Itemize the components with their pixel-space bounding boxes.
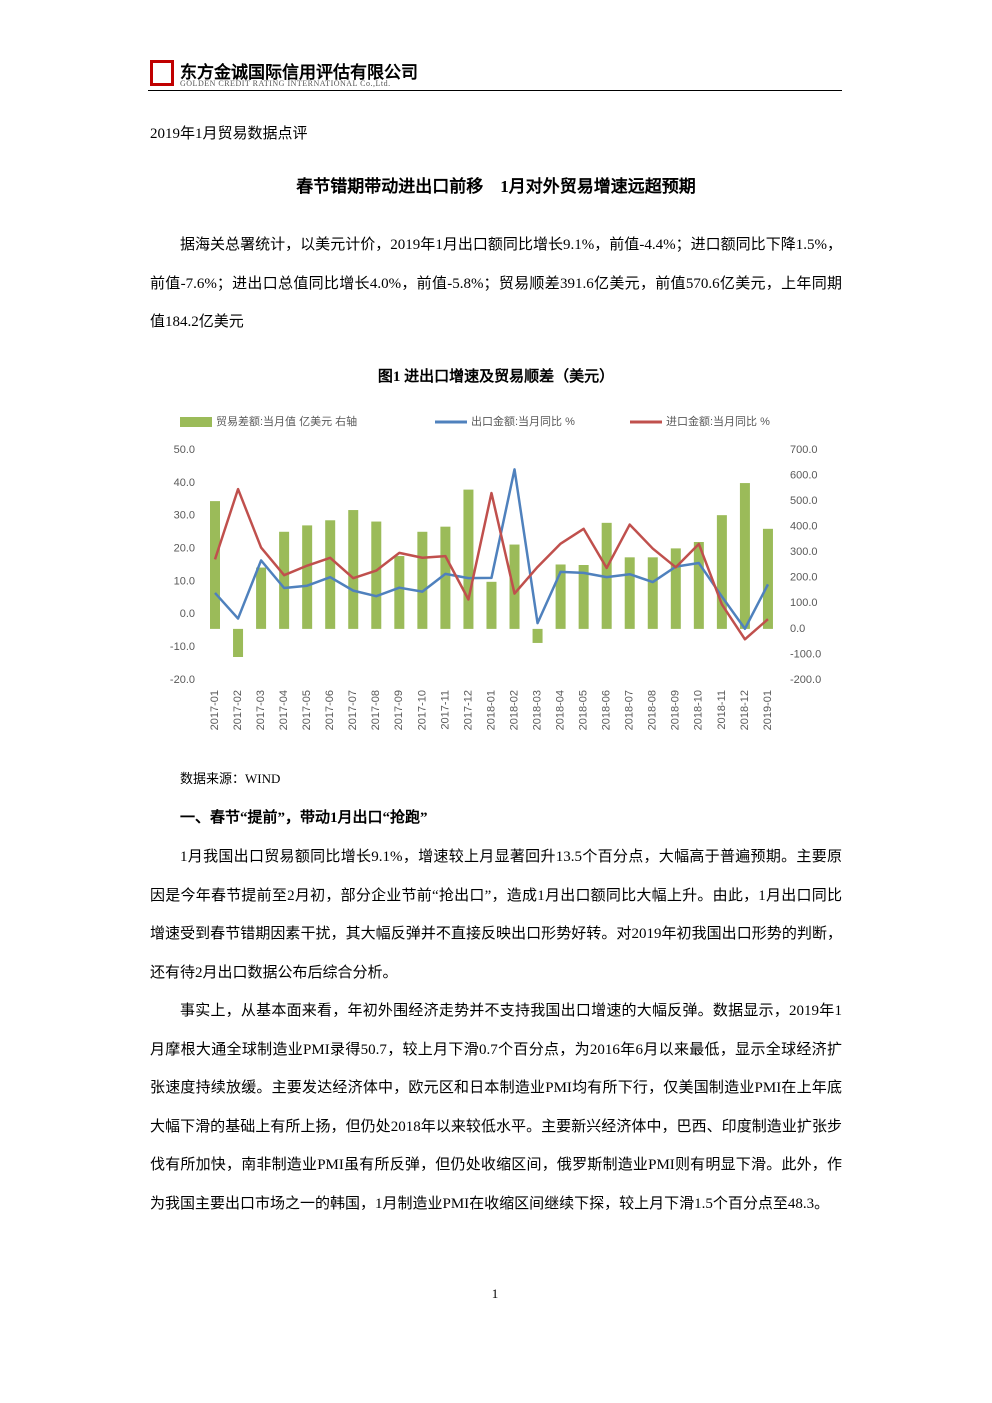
- x-tick-label: 2018-08: [647, 690, 659, 730]
- x-tick-label: 2017-09: [393, 690, 405, 730]
- y2-tick-label: -200.0: [790, 674, 821, 686]
- paragraph: 事实上，从基本面来看，年初外围经济走势并不支持我国出口增速的大幅反弹。数据显示，…: [150, 1003, 842, 1212]
- bar: [555, 564, 566, 629]
- x-tick-label: 2018-02: [508, 690, 520, 730]
- bar: [463, 489, 474, 629]
- y2-tick-label: -100.0: [790, 648, 821, 660]
- x-tick-label: 2019-01: [762, 690, 774, 730]
- x-tick-label: 2018-11: [716, 690, 728, 730]
- doc-title: 春节错期带动进出口前移 1月对外贸易增速远超预期: [296, 177, 696, 196]
- x-tick-label: 2017-11: [439, 690, 451, 730]
- bar: [647, 557, 658, 629]
- bar: [233, 628, 244, 657]
- x-tick-label: 2018-09: [670, 690, 682, 730]
- bar: [601, 522, 612, 629]
- bar: [486, 581, 497, 629]
- y-tick-label: 50.0: [174, 444, 195, 456]
- bar: [417, 531, 428, 629]
- source: 数据来源：WIND: [180, 771, 281, 786]
- bar: [739, 483, 750, 629]
- bar: [716, 515, 727, 629]
- legend-label: 贸易差额:当月值 亿美元 右轴: [216, 414, 357, 428]
- company-name: 东方金诚国际信用评估有限公司: [180, 63, 418, 82]
- legend-label: 进口金额:当月同比 %: [666, 414, 770, 428]
- legend-label: 出口金额:当月同比 %: [471, 414, 575, 428]
- y2-tick-label: 600.0: [790, 469, 818, 481]
- bar: [210, 501, 220, 629]
- x-tick-label: 2018-06: [601, 690, 613, 730]
- y2-tick-label: 500.0: [790, 495, 818, 507]
- company-name-en: GOLDEN CREDIT RATING INTERNATIONAL Co.,L…: [180, 79, 391, 88]
- x-tick-label: 2017-07: [347, 690, 359, 730]
- bar: [394, 556, 405, 629]
- bar: [371, 521, 382, 629]
- y-tick-label: 30.0: [174, 510, 195, 522]
- x-tick-label: 2017-03: [255, 690, 267, 730]
- y-tick-label: 40.0: [174, 477, 195, 489]
- bar: [624, 557, 635, 629]
- intro: 据海关总署统计，以美元计价，2019年1月出口额同比增长9.1%，前值-4.4%…: [150, 237, 842, 330]
- bar: [532, 628, 543, 643]
- figure-title: 图1 进出口增速及贸易顺差（美元）: [377, 369, 615, 385]
- paragraph: 1月我国出口贸易额同比增长9.1%，增速较上月显著回升13.5个百分点，大幅高于…: [150, 849, 842, 981]
- bar: [302, 525, 313, 629]
- y2-tick-label: 0.0: [790, 623, 805, 635]
- section-heading: 一、春节“提前”，带动1月出口“抢跑”: [180, 810, 428, 826]
- bar: [279, 531, 290, 629]
- y2-tick-label: 200.0: [790, 572, 818, 584]
- chart: -20.0 -10.0 0.0 10.0 20.0 30.0 40.0 50.0 -200.0 -…: [170, 414, 821, 730]
- x-tick-label: 2017-02: [232, 690, 244, 730]
- page-number: 1: [491, 1286, 499, 1301]
- y-tick-label: -10.0: [170, 641, 195, 653]
- x-tick-label: 2017-12: [462, 690, 474, 730]
- bar: [440, 526, 451, 629]
- doc-label: 2019年1月贸易数据点评: [150, 126, 308, 142]
- bar: [693, 542, 704, 629]
- x-tick-label: 2017-10: [416, 690, 428, 730]
- y2-tick-label: 400.0: [790, 521, 818, 533]
- x-tick-label: 2018-05: [578, 690, 590, 730]
- y2-tick-label: 100.0: [790, 597, 818, 609]
- x-tick-label: 2017-05: [301, 690, 313, 730]
- x-tick-label: 2018-03: [531, 690, 543, 730]
- x-tick-label: 2018-10: [693, 690, 705, 730]
- y-tick-label: 10.0: [174, 575, 195, 587]
- y-tick-label: -20.0: [170, 674, 195, 686]
- bar: [348, 510, 359, 629]
- x-tick-label: 2018-04: [555, 690, 567, 730]
- x-tick-label: 2018-01: [485, 690, 497, 730]
- bar: [256, 567, 267, 629]
- bar: [578, 565, 589, 629]
- bar: [509, 544, 520, 629]
- logo: [150, 60, 174, 86]
- y2-tick-label: 300.0: [790, 546, 818, 558]
- bar: [670, 548, 681, 629]
- y-tick-label: 20.0: [174, 542, 195, 554]
- x-tick-label: 2017-08: [370, 690, 382, 730]
- line: [213, 487, 769, 641]
- x-tick-label: 2017-04: [278, 690, 290, 730]
- x-tick-label: 2017-01: [209, 690, 221, 730]
- legend-swatch: [180, 417, 212, 427]
- x-tick-label: 2017-06: [324, 690, 336, 730]
- x-tick-label: 2018-12: [739, 690, 751, 730]
- y2-tick-label: 700.0: [790, 444, 818, 456]
- bar: [325, 520, 336, 629]
- bar: [762, 528, 773, 629]
- x-tick-label: 2018-07: [624, 690, 636, 730]
- header-rule: [148, 90, 842, 91]
- y-tick-label: 0.0: [180, 608, 195, 620]
